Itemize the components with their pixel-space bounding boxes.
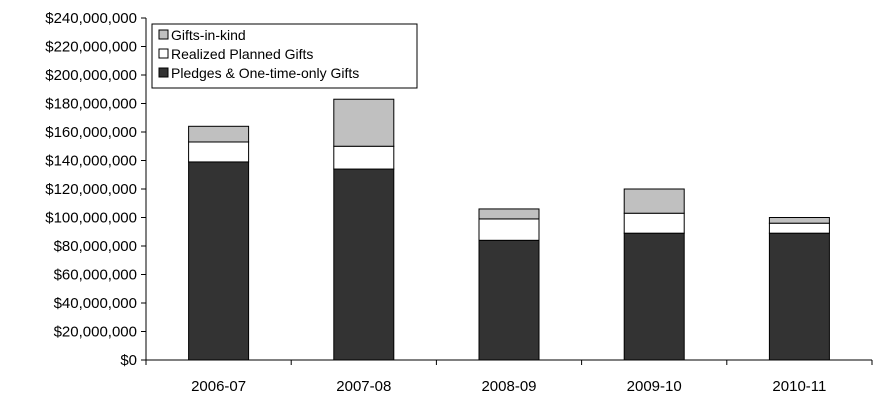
- y-tick-label: $200,000,000: [45, 67, 137, 84]
- y-tick-label: $100,000,000: [45, 210, 137, 227]
- y-tick-label: $220,000,000: [45, 39, 137, 56]
- legend-box: [151, 23, 418, 89]
- bar-segment-in-kind-2010-11: [768, 217, 830, 224]
- y-tick-label: $240,000,000: [45, 10, 137, 27]
- bar-segment-planned-2010-11: [768, 222, 830, 234]
- bar-segment-pledges-2008-09: [478, 239, 540, 361]
- legend-swatch: [158, 67, 169, 78]
- y-tick-label: $0: [120, 352, 137, 369]
- x-axis-labels: 2006-07 2007-08 2008-09 2009-10 2010-11: [145, 360, 873, 395]
- bar-segment-pledges-2006-07: [188, 161, 250, 361]
- bar-segment-pledges-2009-10: [623, 232, 685, 361]
- bar-segment-in-kind-2009-10: [623, 188, 685, 214]
- x-tick-label: 2008-09: [481, 378, 536, 395]
- legend-swatch: [158, 29, 169, 40]
- y-tick-label: $60,000,000: [54, 267, 137, 284]
- x-tick-label: 2006-07: [191, 378, 246, 395]
- legend-label: Gifts-in-kind: [171, 27, 246, 43]
- bar-segment-pledges-2007-08: [333, 168, 395, 361]
- y-tick-label: $160,000,000: [45, 124, 137, 141]
- y-tick-label: $40,000,000: [54, 295, 137, 312]
- bar-segment-in-kind-2008-09: [478, 208, 540, 220]
- x-tick-label: 2010-11: [772, 378, 826, 395]
- x-tick-label: 2009-10: [627, 378, 682, 395]
- bar-segment-pledges-2010-11: [768, 232, 830, 361]
- y-tick-label: $140,000,000: [45, 153, 137, 170]
- y-axis-ticks: $0 $20,000,000 $40,000,000 $60,000,000 $80,0…: [45, 10, 146, 369]
- x-tick-label: 2007-08: [336, 378, 391, 395]
- legend-swatch: [158, 48, 169, 59]
- legend-label: Realized Planned Gifts: [171, 46, 313, 62]
- y-tick-label: $20,000,000: [54, 324, 137, 341]
- bar-segment-in-kind-2007-08: [333, 98, 395, 147]
- y-tick-label: $80,000,000: [54, 238, 137, 255]
- bars: [188, 98, 830, 361]
- legend: Gifts-in-kind Realized Planned Gifts Pledg…: [151, 23, 418, 89]
- bar-segment-planned-2006-07: [188, 141, 250, 163]
- bar-segment-planned-2007-08: [333, 145, 395, 170]
- y-tick-label: $180,000,000: [45, 96, 137, 113]
- bar-segment-planned-2008-09: [478, 218, 540, 241]
- y-tick-label: $120,000,000: [45, 181, 137, 198]
- bar-segment-in-kind-2006-07: [188, 125, 250, 143]
- legend-label: Pledges & One-time-only Gifts: [171, 65, 359, 81]
- bar-segment-planned-2009-10: [623, 212, 685, 234]
